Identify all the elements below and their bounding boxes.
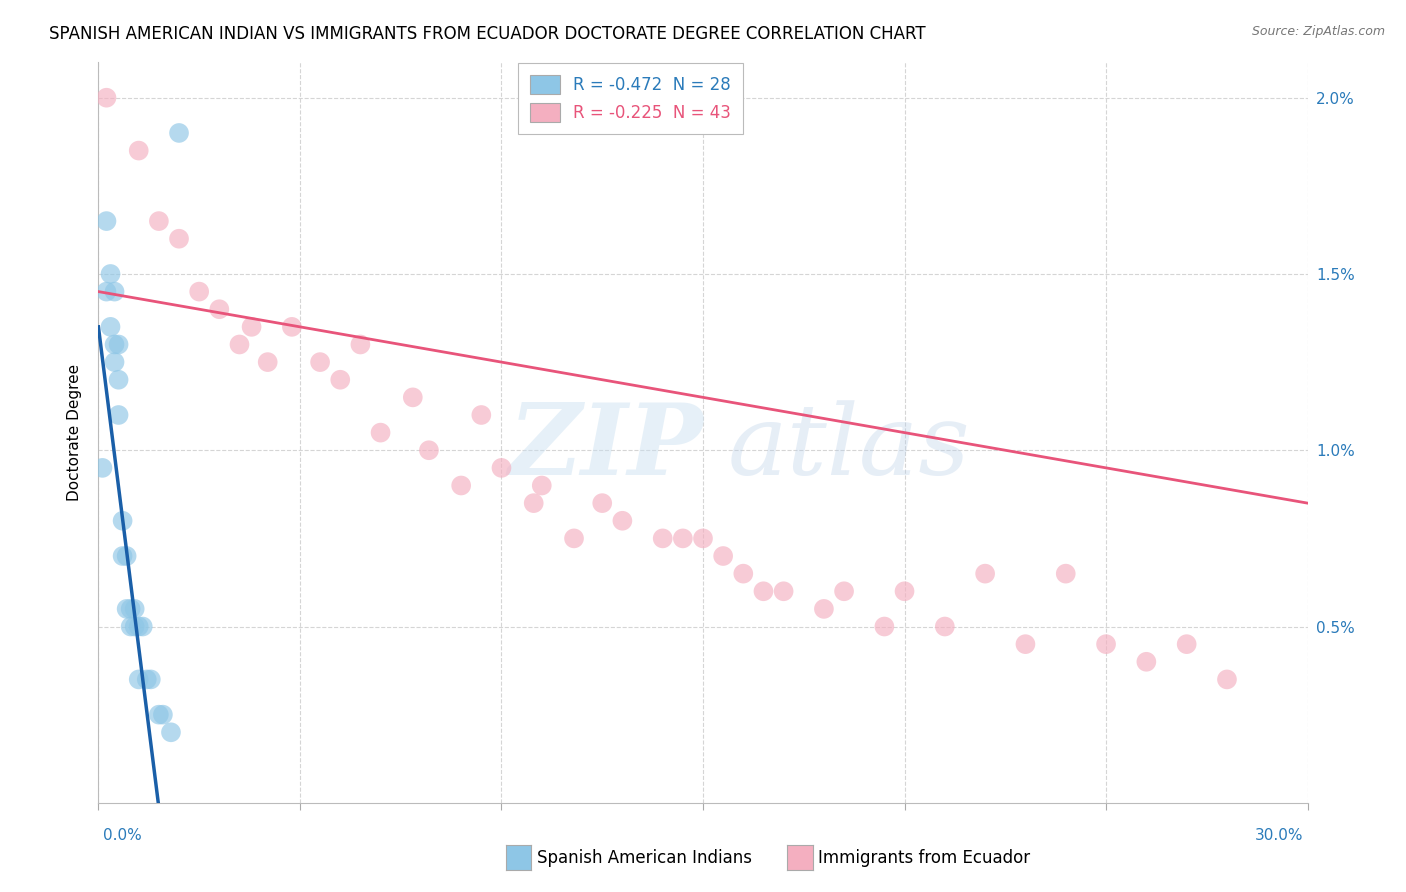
Text: atlas: atlas [727,400,970,495]
Text: SPANISH AMERICAN INDIAN VS IMMIGRANTS FROM ECUADOR DOCTORATE DEGREE CORRELATION : SPANISH AMERICAN INDIAN VS IMMIGRANTS FR… [49,25,925,43]
Point [111,549,134,563]
Point [329,373,352,387]
Point [591,496,613,510]
Point [115,549,138,563]
Point [1095,637,1118,651]
Y-axis label: Doctorate Degree: Doctorate Degree [67,364,83,501]
Point [100,267,122,281]
Point [711,549,734,563]
Point [1175,637,1198,651]
Point [1014,637,1036,651]
Point [103,285,125,299]
Point [450,478,472,492]
Point [128,144,150,158]
Point [103,337,125,351]
Point [893,584,915,599]
Point [128,673,150,687]
Point [120,619,142,633]
Point [188,285,211,299]
Point [124,602,146,616]
Point [128,619,150,633]
Point [349,337,371,351]
Point [934,619,956,633]
Point [107,337,129,351]
Point [370,425,392,440]
Point [167,232,190,246]
Point [873,619,896,633]
Point [974,566,997,581]
Point [530,478,553,492]
Point [208,302,231,317]
Point [733,566,755,581]
Point [672,532,695,546]
Point [91,461,114,475]
Point [148,214,170,228]
Point [160,725,183,739]
Point [103,355,125,369]
Point [813,602,835,616]
Point [402,390,425,404]
Text: 0.0%: 0.0% [103,828,142,843]
Point [107,408,129,422]
Point [1216,673,1239,687]
Point [612,514,634,528]
Point [228,337,250,351]
Point [96,91,118,105]
Point [309,355,332,369]
Point [1054,566,1077,581]
Point [135,673,157,687]
Point [281,319,304,334]
Point [523,496,546,510]
Text: ZIP: ZIP [508,400,703,496]
Point [692,532,714,546]
Point [96,214,118,228]
Text: 30.0%: 30.0% [1256,828,1303,843]
Point [139,673,162,687]
Point [96,285,118,299]
Point [832,584,855,599]
Point [100,319,122,334]
Point [111,514,134,528]
Point [562,532,585,546]
Text: Spanish American Indians: Spanish American Indians [537,849,752,867]
Point [152,707,174,722]
Legend: R = -0.472  N = 28, R = -0.225  N = 43: R = -0.472 N = 28, R = -0.225 N = 43 [519,63,742,134]
Point [752,584,775,599]
Point [651,532,673,546]
Text: Immigrants from Ecuador: Immigrants from Ecuador [818,849,1031,867]
Point [132,619,155,633]
Point [148,707,170,722]
Point [240,319,263,334]
Point [120,602,142,616]
Point [418,443,440,458]
Text: Source: ZipAtlas.com: Source: ZipAtlas.com [1251,25,1385,38]
Point [107,373,129,387]
Point [772,584,794,599]
Point [115,602,138,616]
Point [1135,655,1157,669]
Point [470,408,492,422]
Point [124,619,146,633]
Point [491,461,513,475]
Point [167,126,190,140]
Point [256,355,278,369]
